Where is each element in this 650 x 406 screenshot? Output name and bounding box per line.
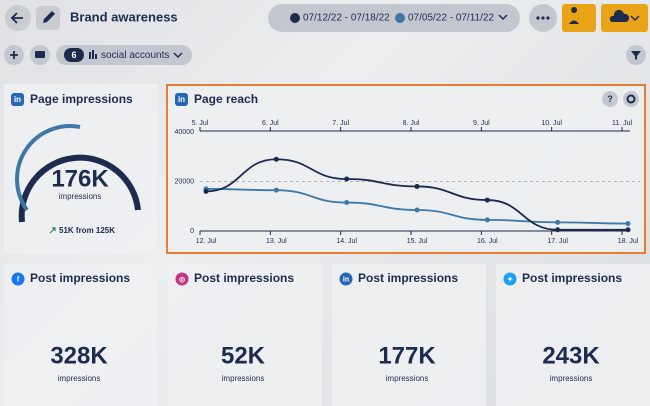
x-top-tick-label: 6. Jul	[262, 120, 279, 127]
metric-unit: impressions	[59, 192, 102, 201]
bars-icon	[89, 50, 97, 59]
data-point	[203, 188, 209, 194]
metric-unit: impressions	[222, 374, 265, 383]
metric-value: 177K	[378, 342, 436, 369]
x-top-tick-label: 5. Jul	[192, 120, 209, 127]
network-icon	[11, 272, 25, 286]
gauge-inner	[15, 124, 81, 212]
data-point	[625, 221, 631, 227]
metric-change: 51K from 125K	[59, 226, 115, 235]
card-title: Post impressions	[358, 271, 458, 285]
data-point	[273, 156, 279, 162]
edit-icon	[43, 11, 55, 23]
more-icon	[536, 16, 550, 20]
share-icon	[569, 7, 579, 24]
y-tick-label: 40000	[175, 129, 195, 136]
up-arrow	[49, 227, 56, 234]
data-point	[273, 187, 279, 193]
gauge	[18, 154, 141, 223]
help-glyph: ?	[607, 94, 613, 104]
card	[332, 264, 486, 406]
data-point	[555, 227, 561, 233]
settings-icon	[626, 94, 636, 104]
card	[4, 84, 158, 254]
x-top-tick-label: 7. Jul	[332, 120, 349, 127]
date-picker[interactable]	[268, 4, 520, 32]
data-point	[484, 197, 490, 203]
chevron	[173, 52, 183, 59]
data-point	[414, 183, 420, 189]
network-glyph: ◎	[179, 276, 185, 283]
x-tick-label: 14. Jul	[336, 238, 357, 245]
network-icon	[339, 272, 353, 286]
card-title: Post impressions	[522, 271, 622, 285]
y-tick-label: 20000	[175, 178, 195, 185]
card-title: Page impressions	[30, 92, 133, 106]
post-cards: f Post impressions 328K impressions ◎ Post im…	[4, 264, 650, 406]
card	[496, 264, 650, 406]
network-icon	[175, 272, 189, 286]
x-tick-label: 15. Jul	[407, 238, 428, 245]
linkedin-icon	[11, 93, 24, 106]
chart: 0 20000 40000 12. Jul 13. Jul 14. Jul 15. Jul 1…	[175, 120, 640, 245]
metric-value: 328K	[50, 342, 108, 369]
x-tick-label: 13. Jul	[266, 238, 287, 245]
network-glyph: ✦	[507, 275, 513, 283]
data-point	[625, 227, 631, 233]
x-top-tick-label: 8. Jul	[403, 120, 420, 127]
data-point	[344, 176, 350, 182]
count-badge	[64, 48, 84, 62]
metric-unit: impressions	[386, 374, 429, 383]
x-tick-label: 17. Jul	[547, 238, 568, 245]
metric-value: 176K	[51, 165, 109, 192]
card	[168, 264, 322, 406]
x-top-tick-label: 10. Jul	[541, 120, 562, 127]
network-glyph: f	[17, 276, 20, 283]
accounts-label: social accounts	[101, 50, 169, 61]
chart-card	[166, 84, 646, 254]
x-tick-label: 16. Jul	[477, 238, 498, 245]
account-count: 6	[71, 50, 76, 60]
date-range-current: 07/12/22 - 07/18/22	[303, 13, 390, 24]
network-glyph: in	[343, 276, 349, 283]
network-icon	[503, 272, 517, 286]
chevron	[498, 14, 508, 21]
accounts-filter[interactable]	[56, 45, 192, 65]
back-icon	[10, 12, 23, 24]
metric-unit: impressions	[550, 374, 593, 383]
card	[4, 264, 158, 406]
comment-icon	[35, 51, 45, 58]
card-title: Post impressions	[30, 271, 130, 285]
settings-button[interactable]	[623, 91, 639, 107]
add-icon	[10, 51, 18, 59]
data-point	[344, 200, 350, 206]
chart-title: Page reach	[194, 92, 258, 106]
date-range-previous: 07/05/22 - 07/11/22	[408, 13, 494, 24]
previous-dot	[395, 13, 405, 23]
data-point	[555, 219, 561, 225]
linkedin-glyph: in	[178, 95, 185, 104]
data-point	[484, 217, 490, 223]
linkedin-glyph: in	[14, 95, 21, 104]
card-title: Post impressions	[194, 271, 294, 285]
page-title: Brand awareness	[70, 9, 178, 24]
chevron	[630, 15, 640, 22]
help-button[interactable]	[602, 91, 618, 107]
metric-unit: impressions	[58, 374, 101, 383]
x-tick-label: 18. Jul	[618, 238, 639, 245]
cloud-icon	[609, 9, 630, 22]
x-tick-label: 12. Jul	[196, 238, 217, 245]
data-point	[414, 207, 420, 213]
linkedin-icon	[175, 93, 188, 106]
metric-value: 243K	[542, 342, 600, 369]
y-tick-label: 0	[190, 228, 194, 235]
current-dot	[290, 13, 300, 23]
filter-icon	[631, 51, 641, 60]
share-button[interactable]	[562, 4, 596, 32]
x-top-tick-label: 11. Jul	[612, 120, 633, 127]
x-top-tick-label: 9. Jul	[473, 120, 490, 127]
metric-value: 52K	[221, 342, 266, 369]
